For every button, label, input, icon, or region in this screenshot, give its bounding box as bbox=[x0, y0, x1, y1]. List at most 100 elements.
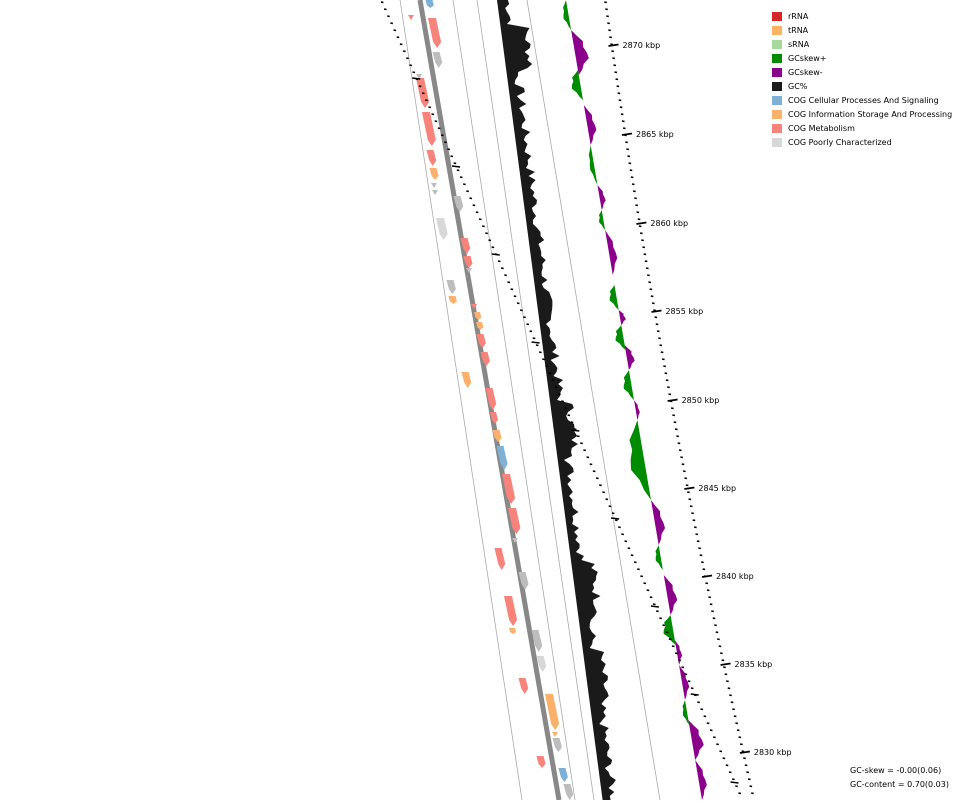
gene-feature[interactable] bbox=[490, 412, 499, 424]
gene-feature[interactable] bbox=[545, 694, 560, 730]
scale-dot bbox=[580, 442, 583, 445]
gene-feature[interactable] bbox=[425, 0, 434, 8]
gene-feature-track[interactable] bbox=[408, 0, 574, 800]
scale-dot bbox=[659, 617, 662, 620]
gene-feature[interactable] bbox=[518, 572, 529, 590]
gene-feature[interactable] bbox=[536, 756, 546, 768]
scale-dot bbox=[687, 680, 691, 683]
gene-feature-small[interactable] bbox=[416, 74, 422, 79]
legend-item: rRNA bbox=[772, 9, 958, 23]
scale-dot bbox=[554, 386, 558, 389]
scale-dot bbox=[709, 603, 713, 606]
scale-dot bbox=[621, 533, 625, 536]
major-tick bbox=[608, 43, 619, 47]
legend-swatch bbox=[772, 25, 782, 35]
major-tick bbox=[667, 398, 678, 402]
legend-label: GCskew+ bbox=[788, 53, 827, 63]
scale-dot bbox=[747, 778, 751, 781]
gene-feature-small[interactable] bbox=[512, 538, 518, 543]
gene-feature[interactable] bbox=[563, 784, 574, 800]
scale-dot bbox=[654, 316, 658, 319]
scale-dot bbox=[727, 687, 731, 690]
scale-dot bbox=[658, 337, 661, 340]
scale-dot bbox=[629, 169, 633, 172]
scale-dot bbox=[637, 218, 641, 221]
gene-feature-small[interactable] bbox=[471, 304, 477, 309]
scale-dot bbox=[409, 64, 413, 67]
gene-feature[interactable] bbox=[476, 322, 484, 330]
gene-feature[interactable] bbox=[485, 388, 497, 410]
legend: rRNA tRNA sRNA GCskew+ GCskew- GC% COG Cellula… bbox=[772, 9, 958, 149]
gene-feature-small[interactable] bbox=[552, 732, 558, 737]
legend-item: GCskew+ bbox=[772, 51, 958, 65]
scale-dot bbox=[469, 197, 473, 200]
gene-feature[interactable] bbox=[448, 296, 457, 304]
gene-feature-small[interactable] bbox=[408, 15, 414, 20]
gene-feature[interactable] bbox=[432, 52, 443, 68]
gc-skew-positive-segment bbox=[571, 70, 583, 100]
scale-dot bbox=[551, 379, 555, 382]
gene-feature-small[interactable] bbox=[431, 183, 437, 188]
gene-feature[interactable] bbox=[558, 768, 568, 782]
gene-feature[interactable] bbox=[460, 238, 471, 254]
gene-feature[interactable] bbox=[480, 352, 490, 366]
scale-dot bbox=[418, 85, 422, 88]
major-tick bbox=[720, 662, 731, 666]
gc-skew-negative-segment bbox=[695, 760, 707, 800]
gene-feature[interactable] bbox=[509, 628, 517, 634]
scale-dot bbox=[724, 673, 728, 676]
scale-dot bbox=[444, 141, 447, 144]
gene-feature[interactable] bbox=[552, 738, 562, 752]
scale-dot bbox=[738, 736, 742, 739]
gene-feature[interactable] bbox=[494, 548, 506, 570]
gene-feature[interactable] bbox=[502, 474, 516, 504]
scale-dot bbox=[532, 337, 536, 340]
scale-dot bbox=[656, 330, 660, 333]
gene-feature[interactable] bbox=[428, 18, 442, 48]
gene-feature-small[interactable] bbox=[432, 190, 438, 195]
gene-feature[interactable] bbox=[518, 678, 529, 694]
gene-feature[interactable] bbox=[453, 196, 464, 212]
gene-feature[interactable] bbox=[474, 312, 482, 320]
gene-feature[interactable] bbox=[508, 508, 521, 534]
scale-dot bbox=[538, 351, 542, 354]
scale-dot bbox=[500, 267, 504, 270]
gc-skew-negative-segment bbox=[605, 230, 618, 275]
gene-feature[interactable] bbox=[531, 630, 543, 652]
scale-dot bbox=[583, 449, 587, 452]
scale-dot bbox=[564, 407, 568, 410]
gc-skew-positive-segment bbox=[588, 145, 598, 185]
gene-feature[interactable] bbox=[492, 430, 502, 442]
scale-dot bbox=[684, 477, 688, 480]
gene-feature[interactable] bbox=[422, 112, 436, 146]
gene-feature[interactable] bbox=[429, 168, 439, 180]
gc-skew-positive-segment bbox=[655, 545, 663, 570]
gene-feature[interactable] bbox=[461, 372, 472, 388]
scale-dot bbox=[701, 561, 704, 564]
scale-dot bbox=[619, 106, 623, 109]
gene-feature[interactable] bbox=[496, 446, 508, 470]
legend-label: COG Information Storage And Processing bbox=[788, 109, 953, 119]
gene-feature[interactable] bbox=[476, 334, 486, 348]
gene-feature[interactable] bbox=[504, 596, 518, 626]
gene-feature[interactable] bbox=[463, 256, 473, 268]
gene-feature[interactable] bbox=[426, 150, 437, 166]
scale-dot bbox=[706, 722, 710, 725]
gene-feature[interactable] bbox=[446, 280, 456, 294]
legend-item: COG Cellular Processes And Signaling bbox=[772, 93, 958, 107]
gc-skew-stat: GC-skew = -0.00(0.06) bbox=[850, 766, 942, 775]
scale-dot bbox=[491, 246, 495, 249]
scale-dot bbox=[595, 477, 599, 480]
scale-dot bbox=[561, 400, 564, 403]
gene-feature[interactable] bbox=[436, 218, 448, 240]
gene-feature[interactable] bbox=[536, 656, 547, 672]
scale-dot bbox=[695, 533, 699, 536]
scale-dot bbox=[660, 351, 664, 354]
scale-dot bbox=[642, 246, 646, 249]
scale-dot bbox=[733, 715, 737, 718]
gene-feature-small[interactable] bbox=[466, 268, 472, 273]
scale-dot bbox=[728, 771, 732, 774]
scale-dot bbox=[617, 92, 621, 95]
